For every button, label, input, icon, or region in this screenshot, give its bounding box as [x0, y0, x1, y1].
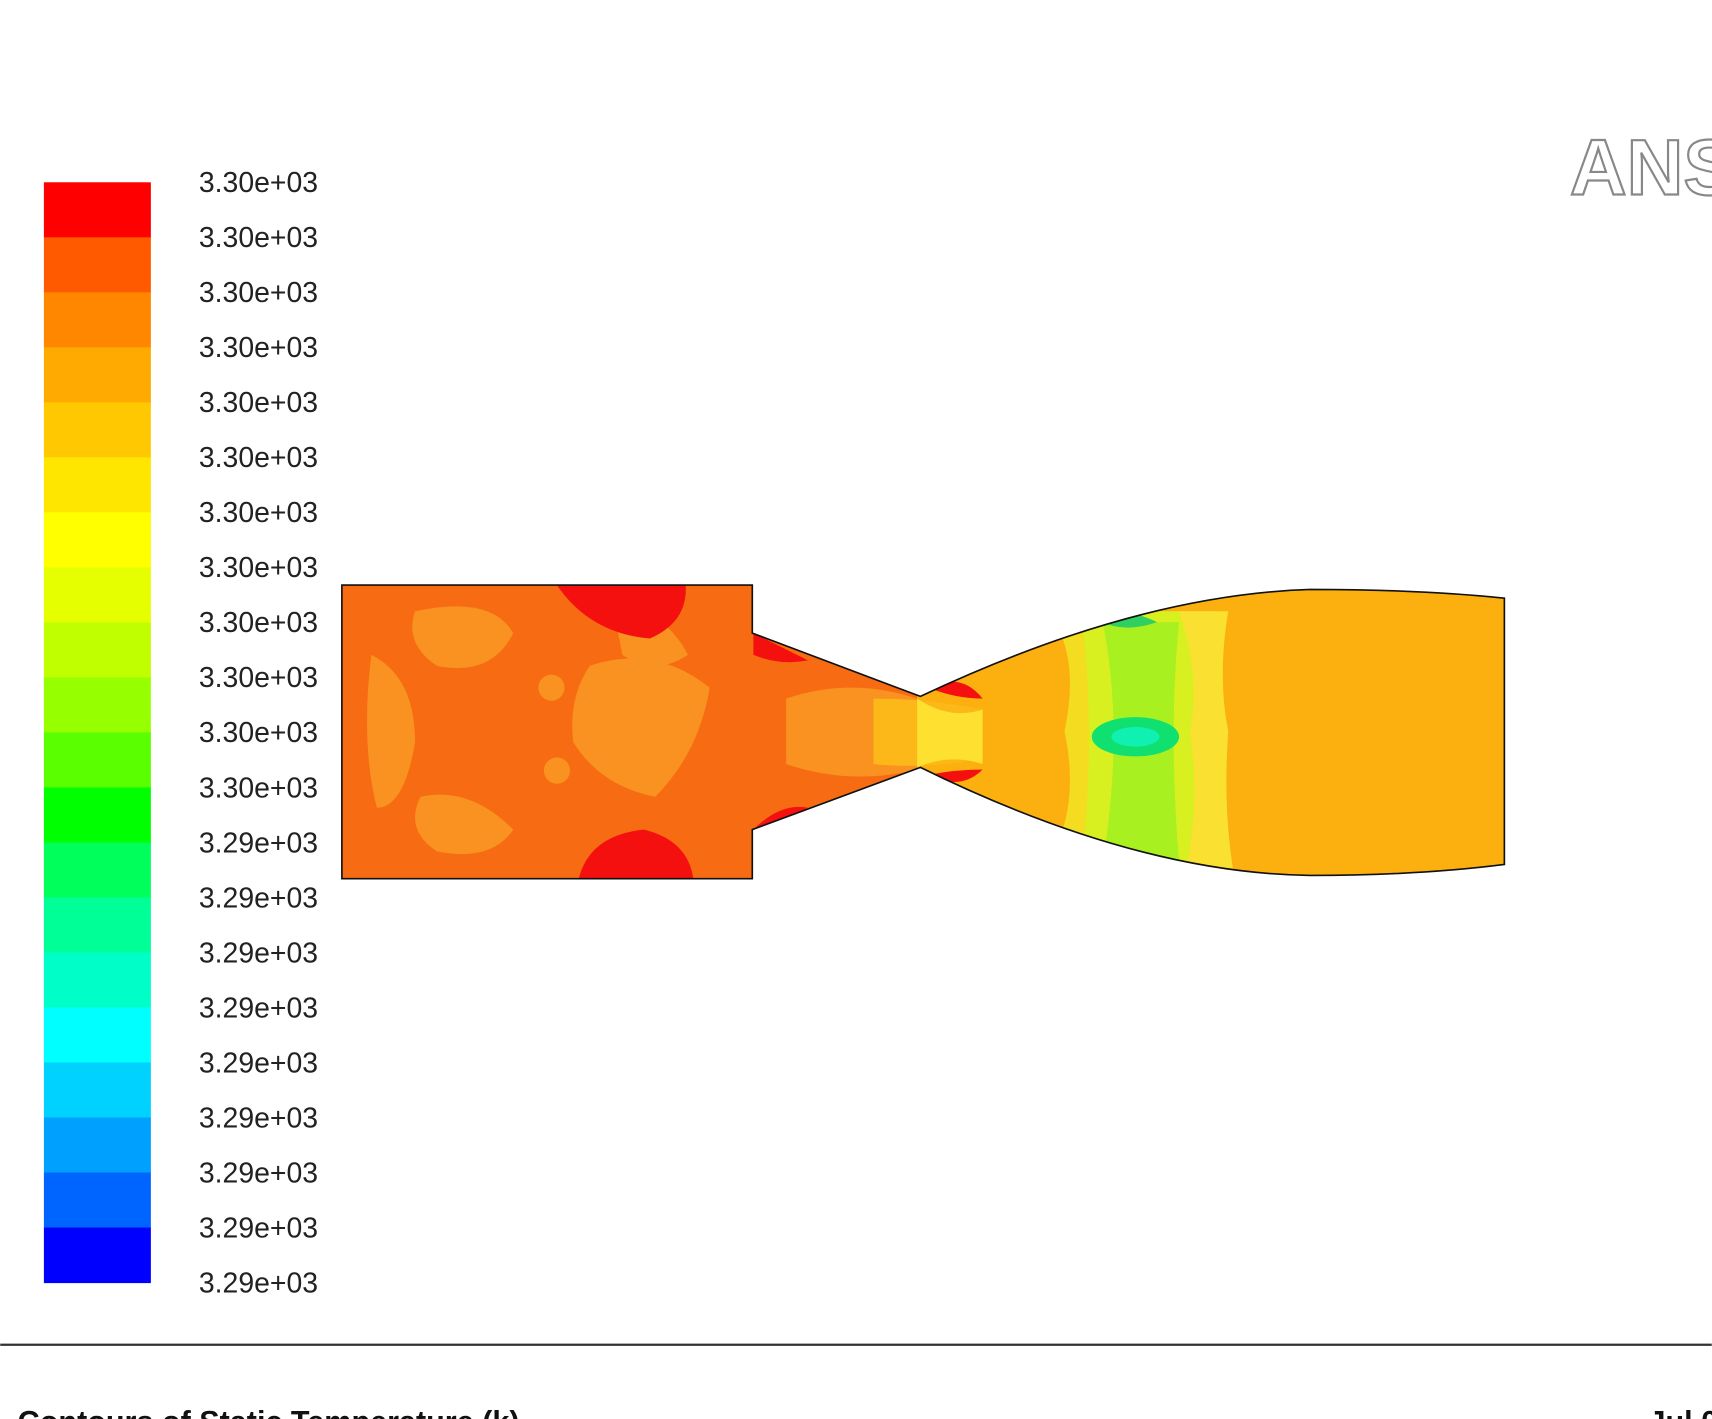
colorbar-label: 3.30e+03 — [199, 387, 318, 419]
colorbar-band — [43, 402, 151, 458]
footer-title: Contours of Static Temperature (k) — [18, 1405, 520, 1419]
colorbar-label: 3.30e+03 — [199, 497, 318, 529]
colorbar-band — [43, 512, 151, 568]
colorbar-label: 3.29e+03 — [199, 1047, 318, 1079]
colorbar-band — [43, 567, 151, 623]
colorbar-label: 3.30e+03 — [199, 552, 318, 584]
colorbar-band — [43, 1172, 151, 1229]
colorbar — [43, 182, 151, 1284]
colorbar-band — [43, 237, 151, 293]
colorbar-band — [43, 1062, 151, 1119]
colorbar-label: 3.30e+03 — [199, 662, 318, 694]
colorbar-band — [43, 622, 151, 678]
colorbar-label: 3.30e+03 — [199, 717, 318, 749]
colorbar-band — [43, 677, 151, 733]
colorbar-band — [43, 952, 151, 1009]
colorbar-labels: 3.30e+03 3.30e+03 3.30e+03 3.30e+03 3.30e+03… — [199, 167, 318, 1299]
colorbar-band — [43, 842, 151, 899]
colorbar-band — [43, 292, 151, 348]
nozzle-outline — [341, 584, 1506, 880]
colorbar-label: 3.29e+03 — [199, 992, 318, 1024]
colorbar-label: 3.30e+03 — [199, 277, 318, 309]
logo: ANS — [1570, 123, 1712, 211]
colorbar-label: 3.29e+03 — [199, 1267, 318, 1299]
colorbar-band — [43, 732, 151, 788]
footer-date: Jul 0 — [1648, 1405, 1712, 1419]
colorbar-label: 3.29e+03 — [199, 882, 318, 914]
colorbar-label: 3.30e+03 — [199, 607, 318, 639]
colorbar-band — [43, 457, 151, 513]
colorbar-band — [43, 1117, 151, 1174]
colorbar-band — [43, 347, 151, 403]
colorbar-label: 3.30e+03 — [199, 772, 318, 804]
colorbar-label: 3.29e+03 — [199, 1157, 318, 1189]
colorbar-label: 3.29e+03 — [199, 1212, 318, 1244]
colorbar-label: 3.30e+03 — [199, 222, 318, 254]
colorbar-label: 3.30e+03 — [199, 442, 318, 474]
colorbar-label: 3.30e+03 — [199, 167, 318, 199]
colorbar-band — [43, 1007, 151, 1064]
colorbar-label: 3.29e+03 — [199, 937, 318, 969]
colorbar-label: 3.30e+03 — [199, 332, 318, 364]
colorbar-band — [43, 897, 151, 954]
colorbar-band — [43, 787, 151, 843]
colorbar-label: 3.29e+03 — [199, 1102, 318, 1134]
colorbar-band — [43, 1227, 151, 1284]
colorbar-label: 3.29e+03 — [199, 827, 318, 859]
colorbar-band — [43, 182, 151, 238]
